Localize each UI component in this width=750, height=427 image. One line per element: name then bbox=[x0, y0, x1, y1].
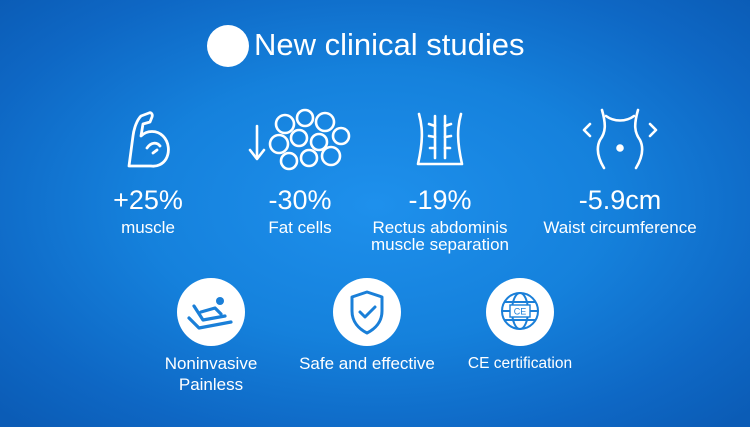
stat-value: +25% bbox=[113, 185, 183, 215]
feature-label-line2: Painless bbox=[178, 375, 244, 394]
stat-label-line2: muscle separation bbox=[371, 235, 509, 254]
fat-cells-icon bbox=[248, 108, 351, 171]
stat-value: -30% bbox=[268, 185, 332, 215]
stat-label: Fat cells bbox=[268, 218, 332, 237]
shield-check-icon bbox=[350, 290, 384, 335]
ce-globe-icon: CE bbox=[501, 292, 539, 330]
feature-noninvasive: Noninvasive Painless bbox=[116, 278, 306, 408]
waist-icon bbox=[582, 108, 658, 170]
stat-label: Waist circumference bbox=[543, 218, 697, 237]
stat-label: muscle bbox=[121, 218, 175, 237]
flexed-arm-icon bbox=[127, 111, 170, 168]
stat-value: -19% bbox=[408, 185, 472, 215]
feature-label: Safe and effective bbox=[299, 354, 435, 373]
stat-value: -5.9cm bbox=[578, 185, 662, 215]
stat-fat-cells: -30% Fat cells bbox=[210, 106, 390, 246]
feature-ce-certification: CE CE certification bbox=[425, 278, 615, 388]
title-bullet-dot bbox=[207, 25, 249, 67]
feature-safe-effective: Safe and effective bbox=[272, 278, 462, 388]
reclining-person-icon bbox=[187, 297, 233, 330]
stat-rectus-abdominis: -19% Rectus abdominis muscle separation bbox=[345, 106, 535, 266]
feature-icon-circle: CE bbox=[486, 278, 554, 346]
feature-icon-circle bbox=[333, 278, 401, 346]
feature-label: CE certification bbox=[467, 355, 573, 372]
stat-waist-circumference: -5.9cm Waist circumference bbox=[520, 106, 720, 246]
feature-label-line1: Noninvasive bbox=[164, 354, 258, 373]
stat-label: Rectus abdominis muscle separation bbox=[345, 219, 535, 253]
abdominal-muscle-icon bbox=[416, 112, 464, 166]
ce-badge-text: CE bbox=[514, 307, 527, 317]
stat-muscle: +25% muscle bbox=[58, 106, 238, 246]
header: New clinical studies bbox=[0, 22, 750, 68]
stat-label-line1: Rectus abdominis bbox=[372, 218, 508, 237]
feature-label: Noninvasive Painless bbox=[116, 353, 306, 395]
page-title: New clinical studies bbox=[254, 27, 525, 62]
feature-icon-circle bbox=[177, 278, 245, 346]
